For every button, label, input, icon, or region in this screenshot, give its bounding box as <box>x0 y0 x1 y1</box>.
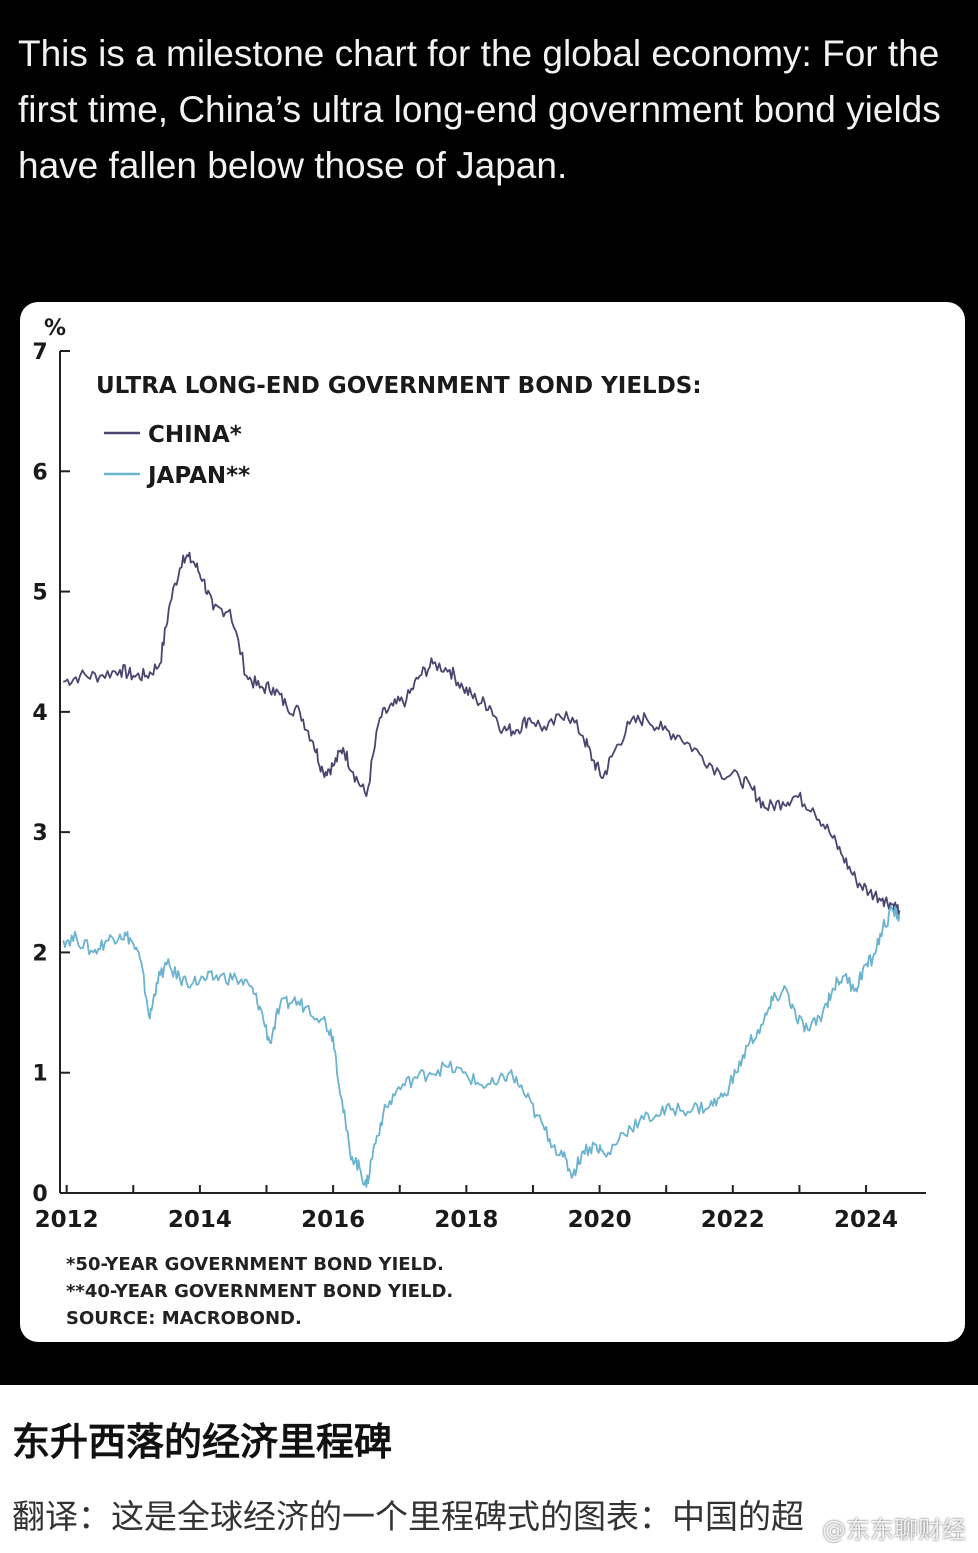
y-tick-label-4: 4 <box>32 701 47 726</box>
legend-china-label: CHINA* <box>148 422 242 448</box>
chart-card: % 0 1 2 3 4 5 6 7 2012 2014 2016 2018 2020 2022 2024 U… <box>20 302 965 1342</box>
post-headline: This is a milestone chart for the global… <box>18 33 941 186</box>
chart-title: ULTRA LONG-END GOVERNMENT BOND YIELDS: <box>96 373 702 399</box>
post-dark-area: This is a milestone chart for the global… <box>18 33 965 1342</box>
series-line-china <box>63 551 901 917</box>
footnote-source: SOURCE: MACROBOND. <box>66 1308 302 1329</box>
y-tick-label-1: 1 <box>32 1062 47 1087</box>
y-tick-label-3: 3 <box>32 821 47 846</box>
watermark-text: @东东聊财经 <box>822 1516 966 1544</box>
series-line-japan <box>62 905 901 1188</box>
footnote-china: *50-YEAR GOVERNMENT BOND YIELD. <box>66 1254 444 1275</box>
bond-yield-chart: % 0 1 2 3 4 5 6 7 2012 2014 2016 2018 2020 2022 2024 U… <box>32 316 926 1329</box>
x-tick-label-2024: 2024 <box>834 1207 898 1233</box>
y-tick-label-5: 5 <box>32 581 47 606</box>
caption-title: 东升西落的经济里程碑 <box>12 1420 393 1464</box>
y-unit-label: % <box>44 316 66 341</box>
footnote-japan: **40-YEAR GOVERNMENT BOND YIELD. <box>66 1281 453 1302</box>
x-tick-label-2020: 2020 <box>568 1207 632 1233</box>
y-tick-label-0: 0 <box>32 1182 47 1207</box>
x-tick-label-2022: 2022 <box>701 1207 765 1233</box>
x-tick-label-2018: 2018 <box>434 1207 498 1233</box>
caption-area: 东升西落的经济里程碑 翻译：这是全球经济的一个里程碑式的图表：中国的超 <box>0 1385 978 1553</box>
x-tick-label-2016: 2016 <box>301 1207 365 1233</box>
caption-body: 翻译：这是全球经济的一个里程碑式的图表：中国的超 <box>12 1497 804 1536</box>
x-tick-label-2012: 2012 <box>35 1207 99 1233</box>
y-tick-label-2: 2 <box>32 941 47 966</box>
y-tick-label-7: 7 <box>32 340 47 365</box>
legend-japan-label: JAPAN** <box>146 463 250 489</box>
y-tick-label-6: 6 <box>32 460 47 485</box>
x-tick-label-2014: 2014 <box>168 1207 232 1233</box>
